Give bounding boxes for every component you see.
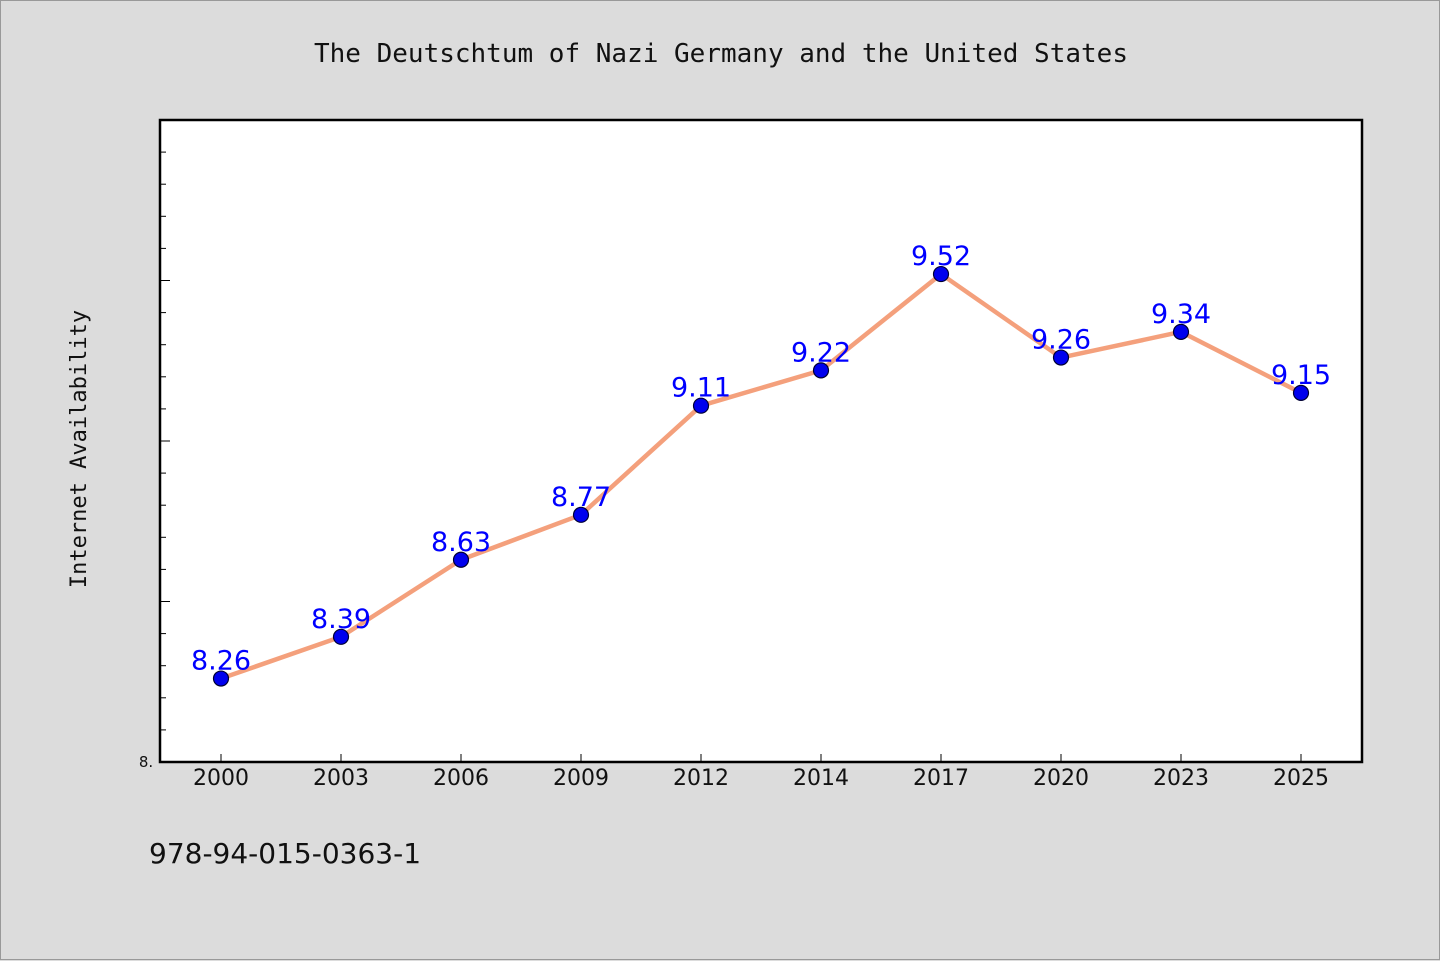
x-tick-label: 2020 [1033, 766, 1089, 791]
x-tick-label: 2006 [433, 766, 489, 791]
x-tick-label: 2014 [793, 766, 849, 791]
data-point [692, 397, 710, 414]
data-point [452, 551, 470, 568]
x-tick-label: 2003 [313, 766, 369, 791]
data-point [1052, 349, 1070, 366]
chart-title: The Deutschtum of Nazi Germany and the U… [314, 39, 1128, 69]
series-line [218, 271, 1304, 681]
chart-marks: 2000 2003 2006 2009 2012 2014 2017 2020 2023 2025… [160, 151, 1331, 791]
data-point [212, 670, 230, 687]
data-point [1172, 323, 1190, 340]
data-point [932, 265, 950, 283]
x-tick-label: 2012 [673, 766, 729, 791]
footer-code: 978-94-015-0363-1 [149, 837, 421, 870]
x-tick-label: 2009 [553, 766, 609, 791]
data-point [812, 362, 830, 379]
x-tick-label: 2000 [193, 766, 249, 791]
x-tick-label: 2023 [1153, 766, 1209, 791]
plot-area [160, 120, 1362, 762]
data-point [1292, 384, 1310, 401]
x-tick-label: 2025 [1273, 766, 1329, 791]
data-point [572, 506, 590, 523]
y-min-tick-label: 8. [139, 753, 153, 771]
x-tick-label: 2017 [913, 766, 969, 791]
y-axis-label: Internet Availability [67, 310, 92, 588]
plot-frame [158, 118, 1364, 764]
data-point [332, 628, 350, 645]
